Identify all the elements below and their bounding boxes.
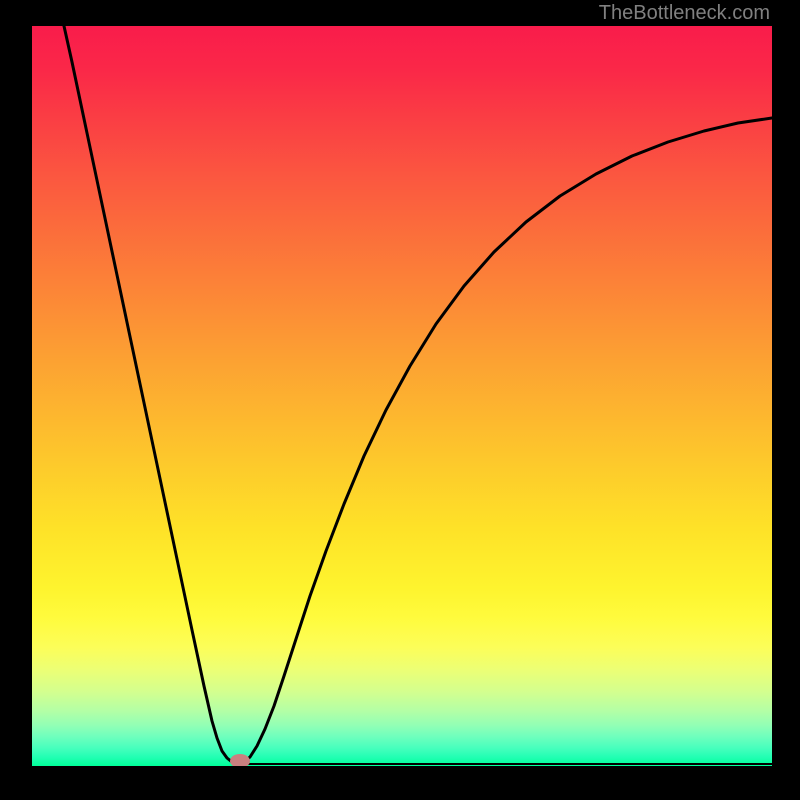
chart-plot-area (32, 26, 772, 766)
chart-svg (32, 26, 772, 766)
watermark-text: TheBottleneck.com (599, 2, 770, 25)
